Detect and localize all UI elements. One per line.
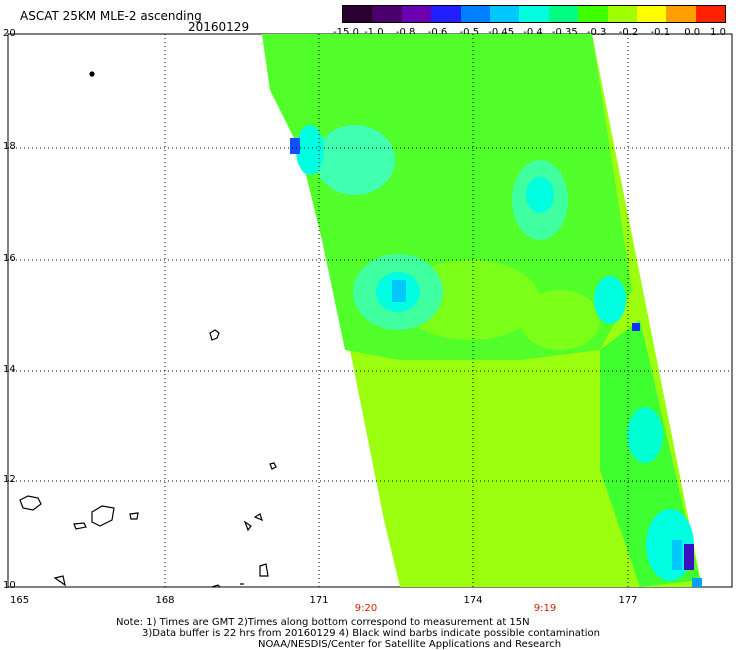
swath-green-north — [262, 34, 632, 360]
time-label-2: 9:19 — [533, 603, 557, 614]
island — [91, 505, 115, 527]
note-line-2: 3)Data buffer is 22 hrs from 20160129 4)… — [142, 628, 600, 639]
colorbar — [342, 5, 726, 23]
cyan-feature — [594, 276, 626, 324]
lat-label-20: 20 — [3, 28, 16, 39]
colorbar-label: -0.45 — [488, 27, 515, 38]
swath-patch — [520, 290, 600, 350]
island — [53, 575, 66, 587]
colorbar-label: -0.2 — [618, 27, 639, 38]
island — [211, 584, 221, 588]
colorbar-label: -1.0 — [364, 27, 384, 38]
island — [243, 520, 252, 532]
note-line-1: Note: 1) Times are GMT 2)Times along bot… — [116, 617, 530, 628]
note-line-3: NOAA/NESDIS/Center for Satellite Applica… — [258, 639, 562, 650]
colorbar-segment — [401, 6, 432, 22]
colorbar-segment — [636, 6, 667, 22]
colorbar-label: -0.5 — [459, 27, 480, 38]
colorbar-segment — [548, 6, 579, 22]
grid-lines — [8, 34, 732, 587]
colorbar-segment — [695, 6, 726, 22]
colorbar-label: -0.8 — [395, 27, 416, 38]
island — [19, 495, 42, 511]
lat-label-10: 10 — [3, 580, 16, 591]
colorbar-label: 0.0 — [684, 27, 701, 38]
island — [269, 462, 277, 470]
colorbar-label: 1.0 — [710, 27, 726, 38]
cyan-feature — [627, 407, 663, 463]
colorbar-segment — [578, 6, 608, 22]
colorbar-segment — [607, 6, 637, 22]
island — [73, 522, 87, 530]
islands — [19, 71, 277, 588]
cyan-feature — [392, 280, 406, 302]
colorbar-label: -0.3 — [586, 27, 607, 38]
blue-feature — [290, 138, 300, 154]
lat-label-12: 12 — [3, 474, 16, 485]
purple-feature — [684, 544, 694, 570]
island — [259, 563, 269, 577]
colorbar-segment — [372, 6, 402, 22]
island — [253, 513, 263, 522]
map-title: ASCAT 25KM MLE-2 ascending — [20, 9, 202, 23]
blue-feature — [692, 578, 702, 587]
lon-label-177: 177 — [618, 595, 638, 606]
lon-label-168: 168 — [155, 595, 175, 606]
colorbar-segment — [460, 6, 490, 22]
colorbar-segment — [666, 6, 696, 22]
lon-label-165: 165 — [10, 595, 30, 606]
colorbar-label: -0.35 — [551, 27, 578, 38]
colorbar-label: -0.6 — [427, 27, 448, 38]
colorbar-label: -15.0 — [333, 27, 359, 38]
colorbar-segment — [431, 6, 461, 22]
island — [209, 329, 220, 341]
lat-label-16: 16 — [3, 253, 16, 264]
lat-label-14: 14 — [3, 364, 16, 375]
cyan-feature — [315, 125, 395, 195]
cyan-feature — [296, 125, 324, 175]
time-label-1: 9:20 — [354, 603, 378, 614]
island — [129, 512, 139, 520]
blue-feature — [672, 540, 682, 570]
colorbar-label: -0.4 — [523, 27, 543, 38]
colorbar-segment — [343, 6, 373, 22]
colorbar-label: -0.1 — [650, 27, 671, 38]
lat-label-18: 18 — [3, 141, 16, 152]
lon-label-174: 174 — [463, 595, 483, 606]
map-date: 20160129 — [188, 20, 250, 34]
colorbar-segment — [489, 6, 520, 22]
blue-feature — [632, 323, 640, 331]
colorbar-segment — [519, 6, 549, 22]
island — [89, 71, 95, 77]
cyan-feature — [526, 177, 554, 213]
lon-label-171: 171 — [309, 595, 329, 606]
